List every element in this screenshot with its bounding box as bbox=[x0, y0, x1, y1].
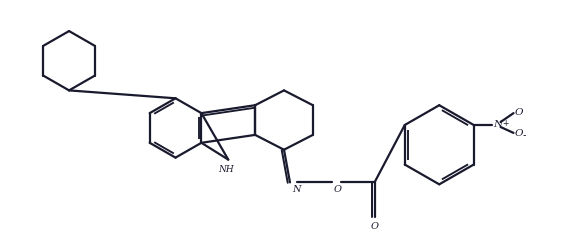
Text: N: N bbox=[494, 120, 503, 128]
Text: NH: NH bbox=[218, 164, 234, 173]
Text: -: - bbox=[522, 130, 526, 140]
Text: N: N bbox=[292, 185, 300, 194]
Text: O: O bbox=[334, 185, 342, 194]
Text: +: + bbox=[502, 118, 509, 128]
Text: O: O bbox=[514, 130, 523, 138]
Text: O: O bbox=[514, 108, 523, 117]
Text: O: O bbox=[370, 222, 378, 231]
